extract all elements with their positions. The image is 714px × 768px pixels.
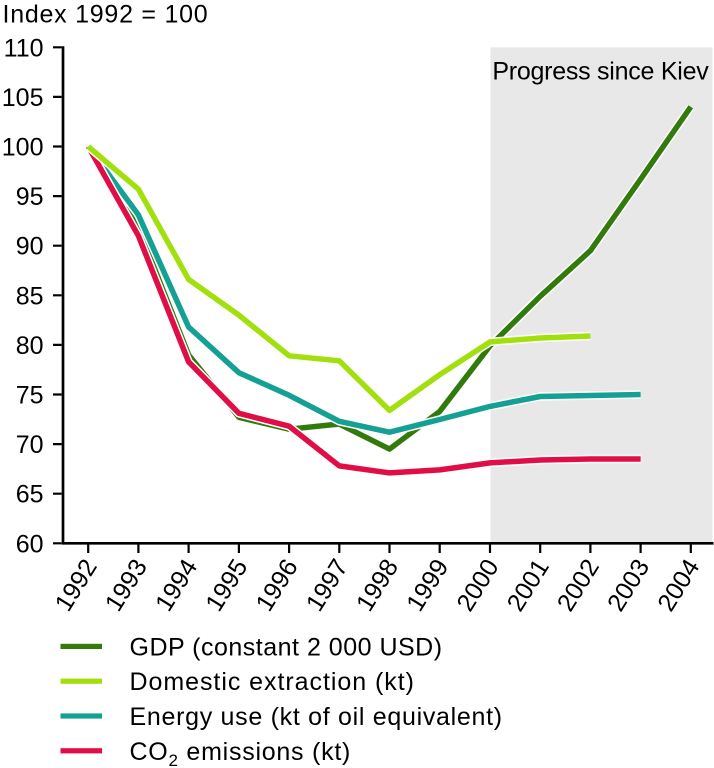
- svg-text:Energy use (kt of oil equivale: Energy use (kt of oil equivalent): [130, 703, 503, 731]
- svg-text:95: 95: [16, 183, 44, 211]
- svg-text:1998: 1998: [351, 554, 404, 616]
- svg-text:2003: 2003: [602, 554, 655, 616]
- svg-text:CO2 emissions (kt): CO2 emissions (kt): [130, 738, 352, 768]
- svg-text:100: 100: [2, 134, 44, 162]
- svg-text:85: 85: [16, 282, 44, 310]
- svg-text:80: 80: [16, 332, 44, 360]
- svg-text:2004: 2004: [652, 554, 705, 616]
- svg-text:1992: 1992: [50, 554, 103, 616]
- svg-text:1994: 1994: [150, 554, 203, 616]
- svg-text:1996: 1996: [250, 554, 303, 616]
- svg-text:65: 65: [16, 481, 44, 509]
- svg-text:2000: 2000: [451, 554, 504, 616]
- svg-text:60: 60: [16, 530, 44, 558]
- svg-text:GDP (constant 2 000 USD): GDP (constant 2 000 USD): [130, 633, 443, 661]
- svg-text:105: 105: [2, 84, 44, 112]
- svg-text:Domestic extraction (kt): Domestic extraction (kt): [130, 668, 415, 696]
- svg-text:2002: 2002: [552, 554, 605, 616]
- svg-text:Progress since Kiev: Progress since Kiev: [492, 58, 709, 86]
- svg-text:1999: 1999: [401, 554, 454, 616]
- svg-text:75: 75: [16, 382, 44, 410]
- svg-text:Index 1992 = 100: Index 1992 = 100: [3, 1, 209, 29]
- svg-text:70: 70: [16, 431, 44, 459]
- svg-text:1997: 1997: [301, 554, 354, 616]
- svg-text:90: 90: [16, 233, 44, 261]
- svg-text:1995: 1995: [200, 554, 253, 616]
- svg-text:1993: 1993: [100, 554, 153, 616]
- svg-text:110: 110: [4, 34, 44, 62]
- svg-text:2001: 2001: [502, 554, 555, 616]
